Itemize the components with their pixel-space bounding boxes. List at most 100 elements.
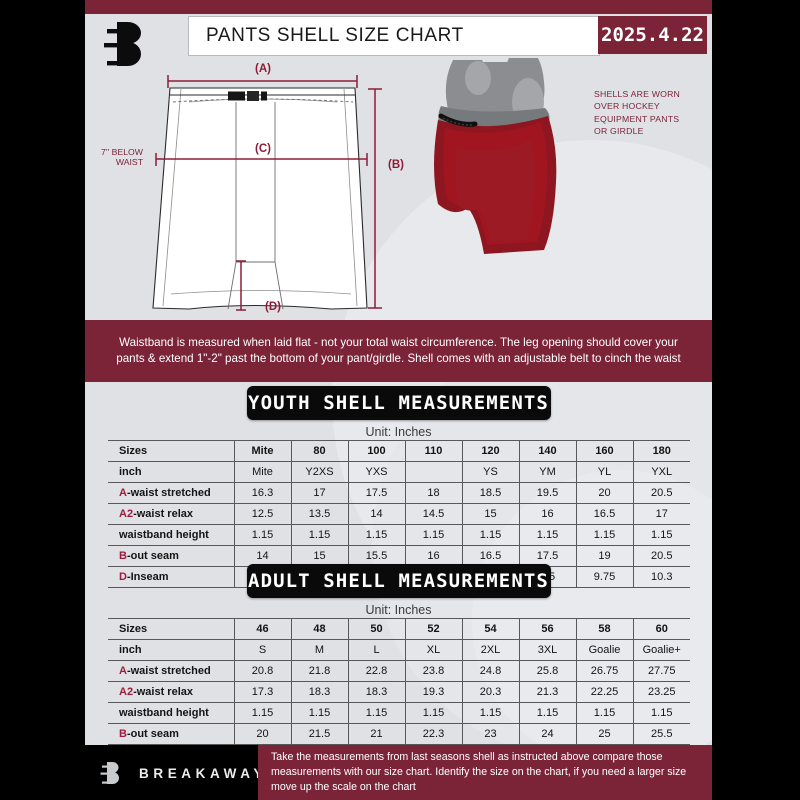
table-cell: 21.8 — [291, 660, 349, 682]
table-cell: 16 — [519, 503, 577, 525]
table-cell: 25 — [576, 723, 634, 745]
table-cell: 27.75 — [633, 660, 690, 682]
table-cell: 26.75 — [576, 660, 634, 682]
table-row-label: Sizes — [108, 618, 235, 640]
table-cell: 24.8 — [462, 660, 520, 682]
table-cell: 140 — [519, 440, 577, 462]
table-cell: 20.8 — [234, 660, 292, 682]
footer-brand: BREAKAWAY — [100, 759, 267, 787]
table-row-label: waistband height — [108, 702, 235, 724]
table-cell: 1.15 — [519, 524, 577, 546]
table-row-label: A2-waist relax — [108, 681, 235, 703]
adult-table-wrap: Sizes 46 48 50 52 54 56 58 60 inch S M L XL 2XL 3XL Goal… — [108, 618, 690, 766]
dimension-label-a: (A) — [255, 63, 271, 75]
page-title-text: PANTS SHELL SIZE CHART — [206, 25, 464, 46]
table-cell: 120 — [462, 440, 520, 462]
adult-banner-text: ADULT SHELL MEASUREMENTS — [248, 570, 549, 592]
table-cell: Goalie — [576, 639, 634, 661]
table-cell: M — [291, 639, 349, 661]
table-cell: 22.25 — [576, 681, 634, 703]
table-cell: 1.15 — [291, 702, 349, 724]
table-cell: 25.8 — [519, 660, 577, 682]
table-row: inch Mite Y2XS YXS YS YM YL YXL — [108, 461, 690, 483]
table-cell — [405, 461, 463, 483]
photo-note-line-3: EQUIPMENT PANTS — [594, 113, 680, 124]
table-cell: 18.3 — [291, 681, 349, 703]
table-cell: YS — [462, 461, 520, 483]
table-cell: 12.5 — [234, 503, 292, 525]
table-cell: S — [234, 639, 292, 661]
table-cell: 16.3 — [234, 482, 292, 504]
table-cell: 25.5 — [633, 723, 690, 745]
adult-measurements-table: Sizes 46 48 50 52 54 56 58 60 inch S M L XL 2XL 3XL Goal… — [108, 618, 690, 766]
table-cell: YM — [519, 461, 577, 483]
table-cell: 15.5 — [348, 545, 406, 567]
date-badge-text: 2025.4.22 — [601, 24, 704, 46]
table-cell: 46 — [234, 618, 292, 640]
table-cell: 23.8 — [405, 660, 463, 682]
measurement-key: B — [119, 550, 127, 562]
table-cell: 19.5 — [519, 482, 577, 504]
youth-banner: YOUTH SHELL MEASUREMENTS — [246, 386, 551, 420]
photo-note: SHELLS ARE WORN OVER HOCKEY EQUIPMENT PA… — [594, 88, 712, 138]
adult-banner: ADULT SHELL MEASUREMENTS — [246, 564, 551, 598]
table-cell: 10.3 — [633, 566, 690, 588]
table-cell: 56 — [519, 618, 577, 640]
table-cell: Mite — [234, 440, 292, 462]
footer-note-text: Take the measurements from last seasons … — [271, 751, 687, 793]
pants-technical-drawing: (A) (B) (C) — [101, 58, 557, 313]
adult-table-body: Sizes 46 48 50 52 54 56 58 60 inch S M L XL 2XL 3XL Goal… — [108, 618, 690, 766]
waist-note-line-2: WAIST — [116, 157, 144, 167]
breakaway-b-logo-icon — [100, 759, 126, 787]
measurement-key: A2 — [119, 686, 134, 698]
table-row-label: Sizes — [108, 440, 235, 462]
table-cell: 20 — [234, 723, 292, 745]
youth-unit-label: Unit: Inches — [365, 425, 432, 439]
table-cell: YXL — [633, 461, 690, 483]
table-cell: 54 — [462, 618, 520, 640]
table-cell: 1.15 — [462, 524, 520, 546]
table-cell: 1.15 — [234, 702, 292, 724]
table-cell: 16.5 — [576, 503, 634, 525]
table-cell: 1.15 — [348, 524, 406, 546]
table-row: A-waist stretched 20.8 21.8 22.8 23.8 24.8 25.… — [108, 660, 690, 682]
table-cell: 17.3 — [234, 681, 292, 703]
table-cell: 52 — [405, 618, 463, 640]
table-row-label: waistband height — [108, 524, 235, 546]
adult-section-header: ADULT SHELL MEASUREMENTS Unit: Inches — [85, 564, 712, 617]
table-cell: Mite — [234, 461, 292, 483]
table-cell: 17.5 — [348, 482, 406, 504]
table-cell: 100 — [348, 440, 406, 462]
table-row: Sizes Mite 80 100 110 120 140 160 180 — [108, 440, 690, 462]
table-cell: 9.75 — [576, 566, 634, 588]
table-cell: 21 — [348, 723, 406, 745]
table-cell: 2XL — [462, 639, 520, 661]
table-cell: 23.25 — [633, 681, 690, 703]
table-cell: 23 — [462, 723, 520, 745]
table-cell: 14.5 — [405, 503, 463, 525]
youth-banner-text: YOUTH SHELL MEASUREMENTS — [248, 392, 549, 414]
photo-note-line-4: OR GIRDLE — [594, 126, 644, 137]
table-cell: 19.3 — [405, 681, 463, 703]
dimension-label-d: (D) — [265, 301, 281, 313]
page-footer: BREAKAWAY Take the measurements from las… — [0, 745, 800, 800]
table-cell: 1.15 — [462, 702, 520, 724]
product-photo — [434, 58, 557, 254]
table-cell: 1.15 — [405, 702, 463, 724]
measurement-key: A2 — [119, 508, 134, 520]
table-cell: 15 — [462, 503, 520, 525]
table-row: waistband height 1.15 1.15 1.15 1.15 1.15 1.15… — [108, 524, 690, 546]
table-cell: 180 — [633, 440, 690, 462]
table-cell: XL — [405, 639, 463, 661]
table-cell: 18.3 — [348, 681, 406, 703]
measurement-key: B — [119, 728, 127, 740]
measurement-diagram: (A) (B) (C) — [85, 58, 712, 320]
measurement-key: A — [119, 487, 127, 499]
table-cell: 1.15 — [405, 524, 463, 546]
table-cell: 110 — [405, 440, 463, 462]
table-row: A-waist stretched 16.3 17 17.5 18 18.5 19.5 20 2… — [108, 482, 690, 504]
table-row-label: inch — [108, 639, 235, 661]
page-title: PANTS SHELL SIZE CHART — [188, 16, 600, 56]
table-cell: 1.15 — [348, 702, 406, 724]
